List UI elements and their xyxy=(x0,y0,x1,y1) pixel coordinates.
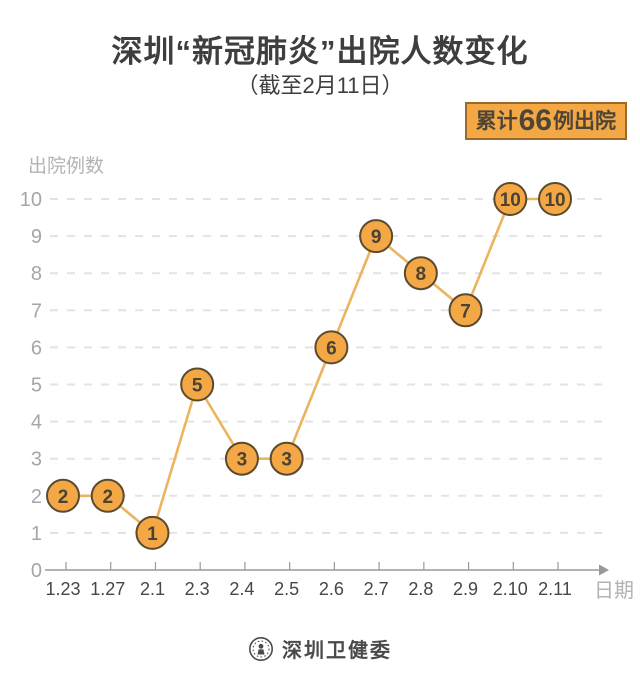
x-tick-label: 2.1 xyxy=(140,579,165,599)
data-point-label: 1 xyxy=(147,524,158,545)
data-point xyxy=(538,182,573,216)
data-point-label: 10 xyxy=(500,190,521,211)
data-point xyxy=(448,293,483,328)
data-point-label: 10 xyxy=(544,190,565,211)
data-point xyxy=(314,330,349,365)
data-point-label: 3 xyxy=(281,450,292,471)
data-point xyxy=(135,515,170,550)
y-tick-label: 7 xyxy=(31,300,42,322)
y-tick-label: 2 xyxy=(31,486,42,508)
badge-prefix: 累计 xyxy=(475,109,518,133)
data-point-label: 2 xyxy=(102,487,113,508)
total-discharged-badge: 累计 66 例出院 xyxy=(464,102,627,140)
x-tick-label: 2.3 xyxy=(185,579,210,599)
data-point xyxy=(46,478,80,513)
y-tick-label: 9 xyxy=(31,226,42,248)
x-axis-title: 日期 xyxy=(594,580,634,602)
x-axis-arrow xyxy=(599,564,609,576)
data-point xyxy=(224,441,259,476)
y-tick-label: 8 xyxy=(31,263,42,285)
x-tick-label: 2.9 xyxy=(453,579,478,599)
data-point xyxy=(90,478,125,513)
page-title: 深圳“新冠肺炎”出院人数变化 xyxy=(111,34,529,69)
x-tick-label: 2.10 xyxy=(493,579,528,599)
data-point xyxy=(359,219,394,254)
y-tick-label: 10 xyxy=(20,189,42,211)
y-tick-label: 5 xyxy=(31,375,42,397)
x-tick-label: 2.8 xyxy=(408,579,433,599)
x-tick-label: 2.6 xyxy=(319,579,344,599)
y-tick-label: 6 xyxy=(31,337,42,359)
data-point-label: 5 xyxy=(192,376,203,397)
x-tick-label: 2.7 xyxy=(364,579,389,599)
data-point xyxy=(180,367,215,402)
badge-suffix: 例出院 xyxy=(553,109,616,133)
y-tick-label: 0 xyxy=(31,560,42,582)
data-point-label: 3 xyxy=(237,450,248,471)
footer-brand: 深圳卫健委 xyxy=(0,634,640,663)
data-point-label: 2 xyxy=(58,487,69,508)
data-point-label: 7 xyxy=(460,301,471,322)
data-point xyxy=(493,182,528,216)
page-subtitle: （截至2月11日） xyxy=(236,73,404,98)
data-point-label: 9 xyxy=(371,227,382,248)
data-point-label: 6 xyxy=(326,338,337,359)
x-tick-label: 2.11 xyxy=(538,579,572,599)
shenzhen-health-commission-seal-icon xyxy=(249,636,273,661)
y-tick-label: 3 xyxy=(31,449,42,471)
badge-number: 66 xyxy=(518,104,552,137)
x-tick-label: 1.23 xyxy=(45,579,80,599)
x-tick-label: 2.5 xyxy=(274,579,299,599)
x-tick-label: 2.4 xyxy=(229,579,254,599)
data-point-label: 8 xyxy=(416,264,427,285)
x-tick-label: 1.27 xyxy=(90,579,125,599)
data-point xyxy=(403,256,438,291)
y-axis-title: 出院例数 xyxy=(28,155,104,177)
y-tick-label: 4 xyxy=(31,412,42,434)
data-point xyxy=(269,441,304,476)
y-tick-label: 1 xyxy=(31,523,42,545)
brand-name: 深圳卫健委 xyxy=(282,640,392,662)
data-line xyxy=(63,197,556,536)
